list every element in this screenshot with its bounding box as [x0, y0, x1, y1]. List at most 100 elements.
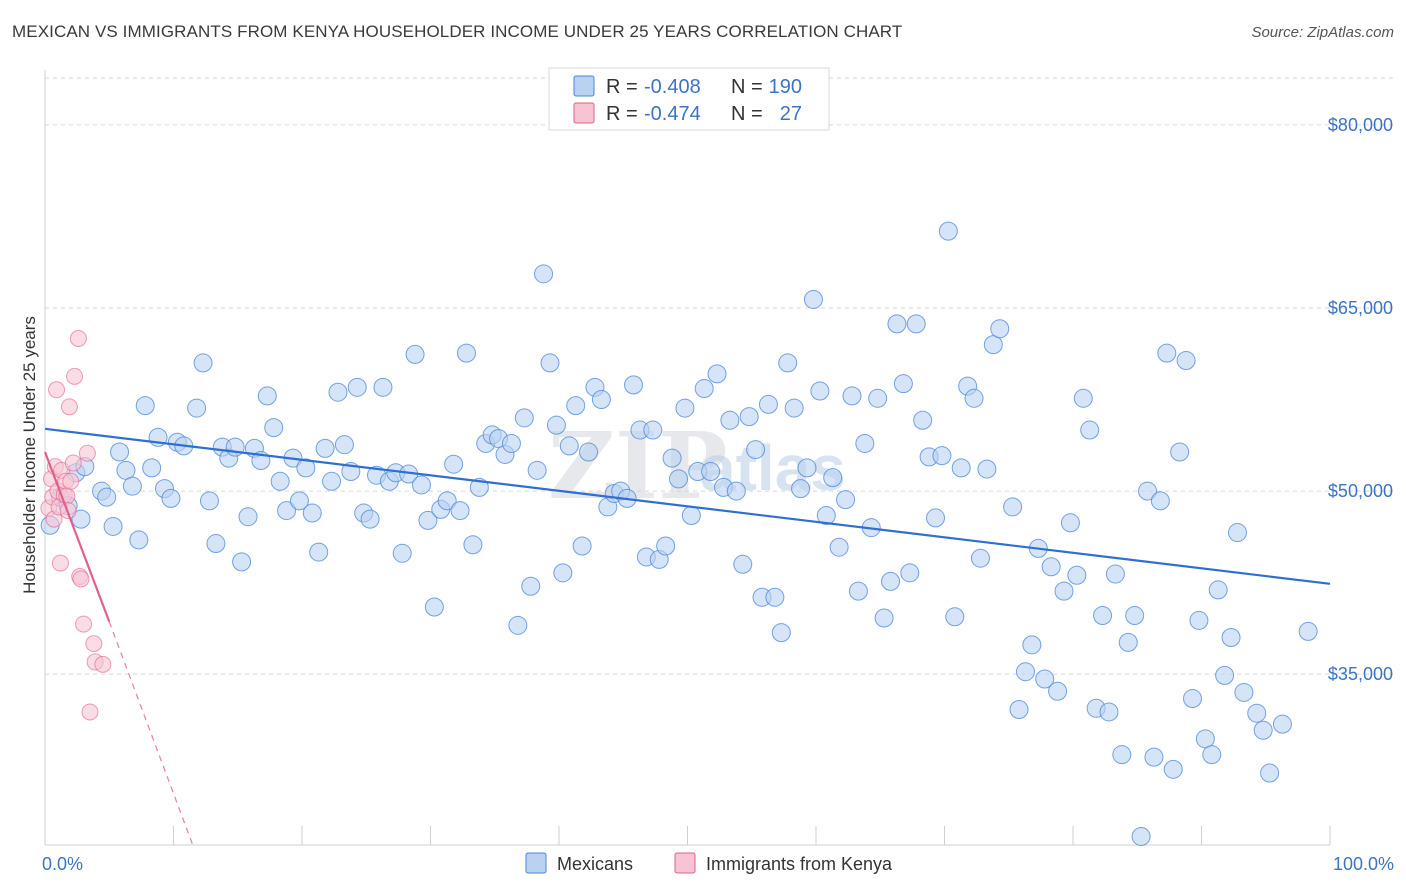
- point-mexicans: [405, 344, 425, 364]
- point-kenya: [85, 635, 103, 653]
- point-mexicans: [71, 509, 91, 529]
- point-kenya: [69, 330, 87, 348]
- point-mexicans: [296, 458, 316, 478]
- point-mexicans: [983, 335, 1003, 355]
- point-kenya: [60, 398, 78, 416]
- point-mexicans: [1093, 606, 1113, 626]
- point-mexicans: [289, 491, 309, 511]
- point-mexicans: [392, 543, 412, 563]
- point-mexicans: [1080, 420, 1100, 440]
- point-mexicans: [103, 516, 123, 536]
- point-mexicans: [874, 608, 894, 628]
- point-mexicans: [1099, 702, 1119, 722]
- point-mexicans: [129, 530, 149, 550]
- point-mexicans: [1041, 557, 1061, 577]
- point-mexicans: [232, 552, 252, 572]
- point-mexicans: [848, 581, 868, 601]
- point-mexicans: [456, 343, 476, 363]
- point-mexicans: [701, 462, 721, 482]
- bottom-legend: Mexicans Immigrants from Kenya: [525, 852, 893, 874]
- point-mexicans: [264, 418, 284, 438]
- point-mexicans: [970, 548, 990, 568]
- point-mexicans: [1208, 580, 1228, 600]
- point-kenya: [72, 570, 90, 588]
- y-tick-label: $80,000: [1328, 115, 1393, 135]
- point-mexicans: [1048, 681, 1068, 701]
- point-mexicans: [122, 476, 142, 496]
- legend-n-value-kenya: 27: [780, 103, 802, 125]
- point-mexicans: [1118, 632, 1138, 652]
- legend-n-value-mexicans: 190: [769, 76, 802, 98]
- point-mexicans: [566, 396, 586, 416]
- point-mexicans: [463, 535, 483, 555]
- point-mexicans: [810, 381, 830, 401]
- point-kenya: [62, 472, 80, 490]
- point-mexicans: [257, 386, 277, 406]
- point-mexicans: [572, 536, 592, 556]
- point-mexicans: [887, 314, 907, 334]
- trend-layer: [43, 427, 1331, 846]
- points-layer: [40, 221, 1318, 846]
- point-mexicans: [501, 433, 521, 453]
- legend-n-label-mexicans: N =: [731, 76, 763, 98]
- point-kenya: [66, 367, 84, 385]
- point-mexicans: [1247, 703, 1267, 723]
- point-mexicans: [1272, 714, 1292, 734]
- point-mexicans: [559, 436, 579, 456]
- point-kenya: [94, 655, 112, 673]
- point-mexicans: [97, 487, 117, 507]
- legend-r-value-kenya: -0.474: [644, 103, 701, 125]
- point-mexicans: [322, 471, 342, 491]
- point-mexicans: [938, 221, 958, 241]
- point-mexicans: [816, 505, 836, 525]
- point-mexicans: [1067, 565, 1087, 585]
- point-mexicans: [1054, 581, 1074, 601]
- point-mexicans: [746, 440, 766, 460]
- point-mexicans: [206, 534, 226, 554]
- point-mexicans: [842, 386, 862, 406]
- point-mexicans: [444, 454, 464, 474]
- point-mexicans: [187, 398, 207, 418]
- point-mexicans: [881, 571, 901, 591]
- point-mexicans: [1015, 662, 1035, 682]
- point-mexicans: [906, 314, 926, 334]
- point-mexicans: [868, 388, 888, 408]
- point-mexicans: [161, 488, 181, 508]
- point-mexicans: [1125, 606, 1145, 626]
- point-mexicans: [1215, 665, 1235, 685]
- point-mexicans: [945, 607, 965, 627]
- point-mexicans: [1176, 350, 1196, 370]
- point-mexicans: [829, 537, 849, 557]
- y-tick-label: $50,000: [1328, 481, 1393, 501]
- point-mexicans: [791, 479, 811, 499]
- point-mexicans: [855, 433, 875, 453]
- point-mexicans: [977, 459, 997, 479]
- point-mexicans: [836, 490, 856, 510]
- point-mexicans: [546, 415, 566, 435]
- point-mexicans: [553, 563, 573, 583]
- point-mexicans: [1150, 491, 1170, 511]
- point-mexicans: [1170, 442, 1190, 462]
- bottom-legend-swatch-mexicans: [525, 852, 547, 874]
- point-mexicans: [334, 435, 354, 455]
- point-mexicans: [193, 353, 213, 373]
- point-mexicans: [135, 396, 155, 416]
- point-mexicans: [675, 398, 695, 418]
- point-mexicans: [514, 408, 534, 428]
- point-mexicans: [784, 398, 804, 418]
- point-mexicans: [579, 442, 599, 462]
- point-kenya: [75, 615, 93, 633]
- point-mexicans: [1003, 497, 1023, 517]
- point-mexicans: [758, 394, 778, 414]
- bottom-legend-swatch-kenya: [674, 852, 696, 874]
- point-mexicans: [771, 623, 791, 643]
- point-mexicans: [1221, 628, 1241, 648]
- point-mexicans: [669, 469, 689, 489]
- point-mexicans: [1298, 621, 1318, 641]
- trendline-kenya-extension: [108, 621, 194, 846]
- point-mexicans: [309, 542, 329, 562]
- point-mexicans: [926, 508, 946, 528]
- legend-r-value-mexicans: -0.408: [644, 76, 701, 98]
- point-mexicans: [412, 475, 432, 495]
